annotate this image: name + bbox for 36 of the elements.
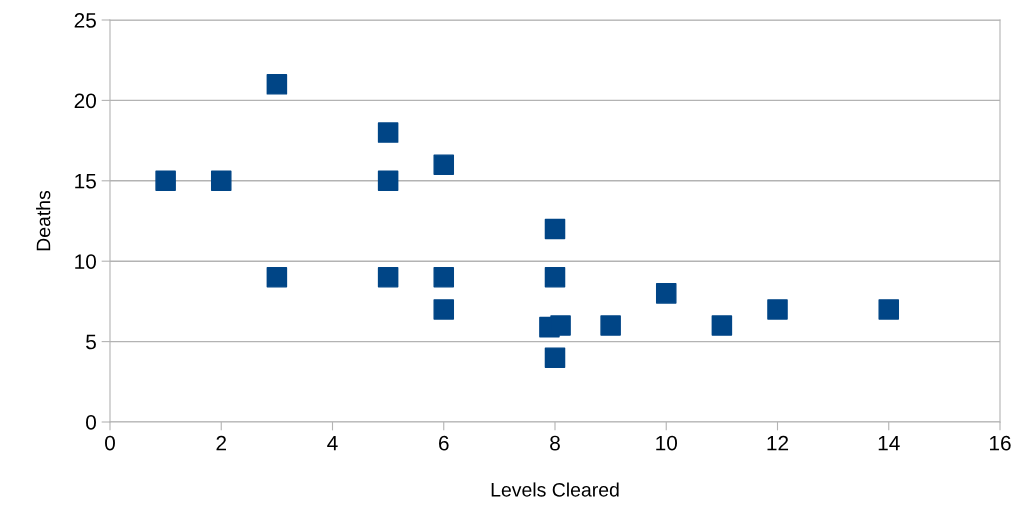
x-tick-label: 8 — [550, 435, 560, 451]
point — [767, 299, 788, 320]
x-tick-label: 12 — [767, 435, 789, 451]
y-tick-label: 15 — [75, 174, 96, 189]
x-tick-label: 10 — [656, 435, 678, 451]
point — [210, 170, 232, 192]
x-tick-label: 14 — [878, 435, 900, 451]
y-tick-label: 0 — [86, 415, 96, 430]
point — [266, 74, 288, 95]
y-tick-label: 10 — [75, 254, 96, 269]
x-tick-label: 16 — [990, 435, 1011, 451]
x-tick-label: 0 — [105, 435, 115, 451]
point — [266, 267, 288, 288]
point — [655, 283, 677, 304]
point — [433, 154, 455, 175]
point — [377, 122, 399, 143]
x-tick-label: 2 — [216, 435, 226, 451]
point — [544, 267, 566, 288]
point — [600, 315, 621, 336]
point — [377, 170, 399, 192]
point — [155, 170, 176, 192]
x-tick-label: 4 — [327, 435, 338, 451]
y-tick-label: 25 — [74, 13, 96, 28]
y-axis-title: Deaths — [36, 190, 51, 251]
point — [544, 347, 566, 368]
point — [377, 267, 399, 288]
y-tick-label: 20 — [74, 93, 96, 109]
point — [433, 267, 455, 288]
point — [878, 299, 900, 320]
x-tick-label: 6 — [439, 435, 449, 451]
point — [711, 315, 733, 336]
point — [550, 315, 571, 336]
point — [433, 299, 455, 320]
x-axis-title: Levels Cleared — [491, 482, 619, 497]
point — [544, 218, 566, 240]
y-tick-label: 5 — [86, 334, 96, 350]
